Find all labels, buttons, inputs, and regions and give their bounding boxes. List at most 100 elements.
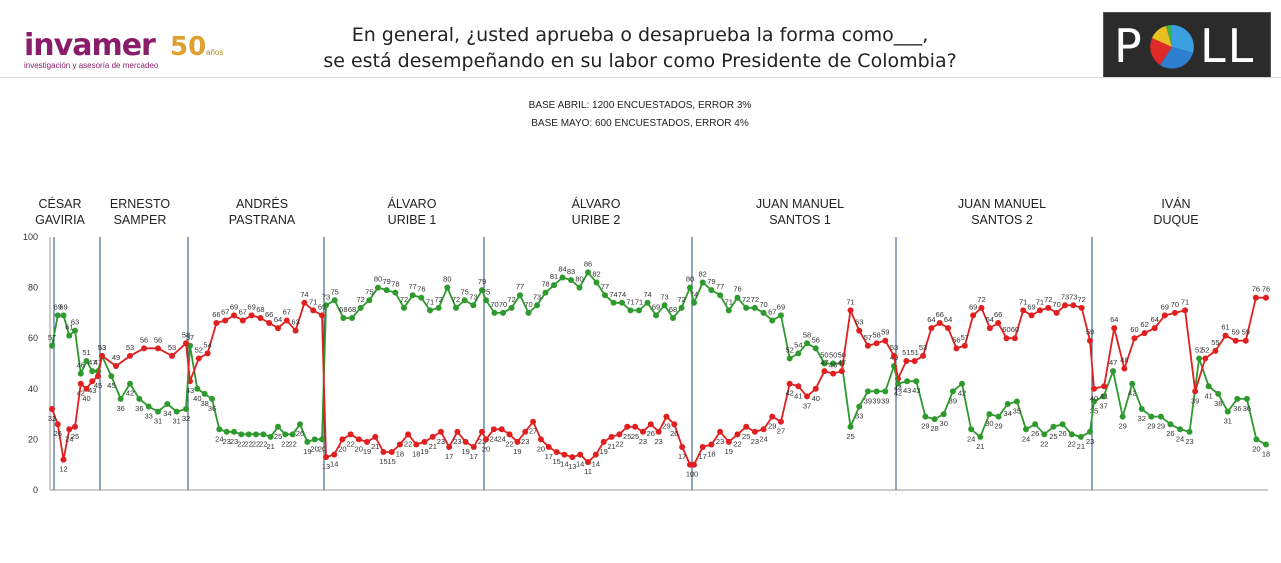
green-data-label: 72 bbox=[507, 295, 515, 304]
green-data-label: 72 bbox=[677, 295, 685, 304]
green-data-label: 57 bbox=[48, 333, 56, 342]
logo-wordmark: invamer bbox=[24, 28, 156, 63]
green-data-point bbox=[275, 423, 281, 430]
green-data-point bbox=[717, 292, 724, 299]
red-data-point bbox=[734, 431, 741, 438]
red-data-label: 66 bbox=[994, 310, 1002, 319]
green-data-point bbox=[602, 292, 608, 299]
red-data-point bbox=[239, 317, 246, 324]
red-data-point bbox=[856, 327, 863, 334]
red-data-point bbox=[396, 441, 403, 448]
red-data-point bbox=[213, 320, 220, 327]
president-label-line2: SAMPER bbox=[114, 213, 167, 227]
red-data-point bbox=[169, 352, 175, 359]
green-data-label: 71 bbox=[635, 297, 643, 306]
red-data-point bbox=[1121, 365, 1128, 372]
red-data-label: 73 bbox=[1061, 292, 1069, 301]
red-data-point bbox=[60, 456, 67, 463]
green-data-label: 26 bbox=[1166, 429, 1174, 438]
green-data-point bbox=[491, 309, 498, 316]
green-data-point bbox=[1215, 390, 1222, 397]
green-data-label: 22 bbox=[244, 439, 252, 448]
red-data-point bbox=[331, 451, 338, 458]
red-data-label: 72 bbox=[977, 295, 985, 304]
red-data-point bbox=[632, 423, 639, 430]
red-transition-line bbox=[481, 431, 487, 440]
red-data-label: 68 bbox=[256, 305, 264, 314]
red-data-label: 53 bbox=[890, 343, 898, 352]
red-data-point bbox=[72, 423, 78, 430]
red-data-point bbox=[248, 312, 255, 319]
green-data-point bbox=[164, 400, 171, 407]
green-data-point bbox=[1059, 421, 1066, 428]
red-data-label: 45 bbox=[94, 381, 102, 390]
green-data-point bbox=[54, 312, 61, 319]
green-data-point bbox=[127, 380, 133, 387]
green-data-point bbox=[968, 426, 975, 433]
red-data-point bbox=[89, 378, 96, 385]
red-data-label: 71 bbox=[846, 297, 854, 306]
green-data-point bbox=[66, 332, 73, 339]
red-data-point bbox=[804, 393, 811, 400]
red-data-label: 22 bbox=[505, 439, 513, 448]
president-label-line2: GAVIRIA bbox=[35, 213, 85, 227]
red-data-point bbox=[446, 443, 453, 450]
title-line-2: se está desempeñando en su labor como Pr… bbox=[323, 50, 957, 72]
y-tick-label: 80 bbox=[28, 283, 38, 293]
red-data-label: 67 bbox=[221, 307, 229, 316]
red-data-label: 44 bbox=[894, 384, 902, 393]
president-label-line2: PASTRANA bbox=[229, 213, 296, 227]
red-data-point bbox=[903, 357, 910, 364]
green-data-label: 63 bbox=[71, 318, 79, 327]
red-data-point bbox=[1070, 302, 1077, 309]
red-data-point bbox=[1003, 335, 1010, 342]
red-data-label: 14 bbox=[560, 460, 568, 469]
green-data-point bbox=[1110, 368, 1117, 375]
red-data-point bbox=[838, 368, 845, 375]
green-data-point bbox=[401, 304, 407, 311]
green-data-label: 79 bbox=[478, 277, 486, 286]
green-data-label: 32 bbox=[1138, 414, 1146, 423]
red-data-point bbox=[847, 307, 854, 314]
red-data-point bbox=[561, 451, 568, 458]
green-data-label: 39 bbox=[864, 396, 872, 405]
red-data-point bbox=[717, 428, 724, 435]
red-data-point bbox=[592, 451, 599, 458]
red-data-point bbox=[995, 320, 1002, 327]
green-data-label: 45 bbox=[107, 381, 115, 390]
green-data-label: 50 bbox=[829, 351, 837, 360]
red-data-point bbox=[812, 385, 819, 392]
red-data-point bbox=[743, 423, 750, 430]
red-data-label: 41 bbox=[1100, 391, 1108, 400]
red-data-label: 73 bbox=[1069, 292, 1077, 301]
red-data-label: 59 bbox=[1086, 328, 1094, 337]
red-data-label: 17 bbox=[445, 452, 453, 461]
red-data-point bbox=[522, 428, 529, 435]
red-data-label: 19 bbox=[725, 447, 733, 456]
green-data-label: 25 bbox=[846, 432, 854, 441]
red-transition-line bbox=[321, 315, 327, 458]
red-data-label: 10 bbox=[690, 470, 698, 479]
red-data-label: 59 bbox=[881, 328, 889, 337]
green-data-point bbox=[194, 385, 201, 392]
green-data-label: 37 bbox=[1099, 401, 1107, 410]
green-data-label: 74 bbox=[643, 290, 651, 299]
green-data-label: 22 bbox=[252, 439, 260, 448]
green-data-label: 57 bbox=[186, 333, 194, 342]
green-data-label: 29 bbox=[994, 422, 1002, 431]
red-series-line bbox=[189, 301, 323, 382]
red-data-label: 63 bbox=[855, 318, 863, 327]
green-data-point bbox=[812, 345, 819, 352]
red-data-label: 20 bbox=[537, 444, 545, 453]
red-data-point bbox=[1061, 302, 1068, 309]
red-data-label: 72 bbox=[1077, 295, 1085, 304]
green-data-label: 77 bbox=[601, 282, 609, 291]
red-data-label: 60 bbox=[1130, 325, 1138, 334]
green-data-label: 33 bbox=[144, 412, 152, 421]
red-data-label: 43 bbox=[88, 386, 96, 395]
red-data-label: 49 bbox=[112, 353, 120, 362]
green-data-label: 20 bbox=[310, 444, 318, 453]
green-data-label: 75 bbox=[482, 287, 490, 296]
green-data-label: 47 bbox=[1109, 358, 1117, 367]
